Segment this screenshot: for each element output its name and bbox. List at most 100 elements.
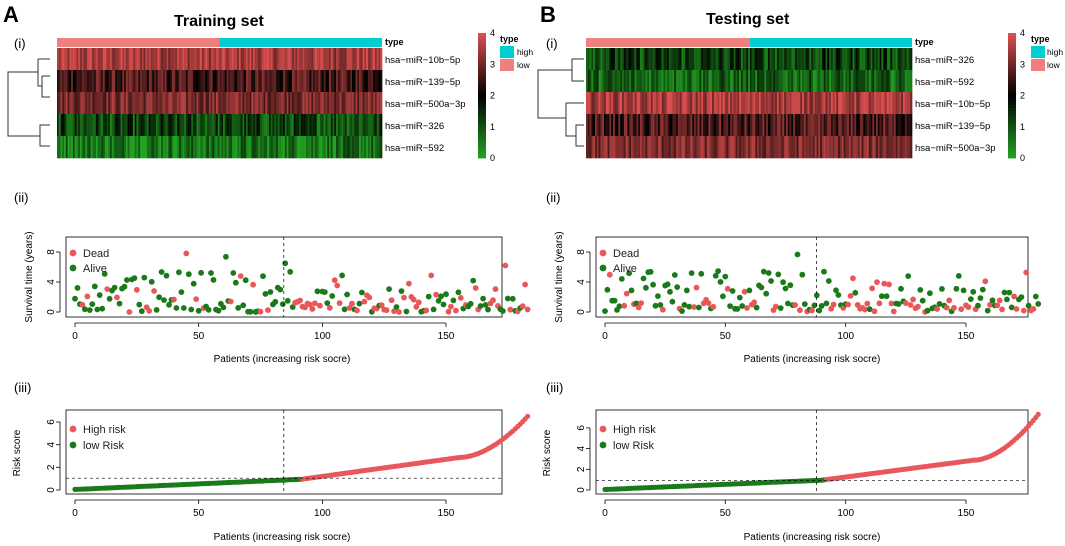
heatmap-cell — [607, 136, 610, 159]
heatmap-cell — [157, 70, 160, 93]
colorbar-step — [1008, 45, 1016, 50]
heatmap-cell — [780, 70, 783, 93]
heatmap-cell — [722, 48, 726, 71]
heatmap-cell — [762, 92, 765, 115]
heatmap-cell — [866, 48, 870, 71]
alive-point — [324, 300, 331, 306]
heatmap-cell — [244, 114, 247, 137]
heatmap-cell — [697, 70, 700, 93]
heatmap-cell — [893, 92, 897, 115]
heatmap-cell — [611, 48, 614, 71]
heatmap-cell — [643, 48, 646, 71]
heatmap-cell — [306, 92, 309, 115]
heatmap-cell — [634, 92, 637, 115]
heatmap-cell — [367, 92, 370, 115]
heatmap-cell — [845, 92, 848, 115]
heatmap-cell — [196, 48, 199, 71]
heatmap-cell — [291, 48, 295, 71]
y-tick-label: 0 — [46, 309, 57, 315]
sub-label-i: (i) — [546, 36, 558, 51]
heatmap-cell — [627, 48, 630, 71]
heatmap-cell — [820, 48, 823, 71]
colorbar-step — [1008, 48, 1016, 53]
heatmap-cell — [290, 136, 293, 159]
dead-point — [845, 301, 851, 308]
heatmap-cell — [838, 136, 841, 159]
heatmap-cell — [95, 92, 98, 115]
heatmap-cell — [180, 92, 183, 115]
heatmap-cell — [88, 70, 91, 93]
heatmap-cell — [154, 114, 157, 137]
heatmap-cell — [596, 114, 599, 137]
heatmap-cell — [847, 48, 850, 71]
heatmap-cell — [672, 114, 675, 137]
heatmap-cell — [332, 114, 335, 137]
heatmap-cell — [710, 92, 713, 115]
heatmap-cell — [247, 48, 250, 71]
heatmap-cells — [57, 48, 383, 159]
colorbar-step — [478, 36, 486, 40]
heatmap-cell — [753, 136, 756, 159]
heatmap-cell — [735, 70, 738, 93]
heatmap-cell — [187, 48, 190, 71]
heatmap-cell — [856, 48, 859, 71]
heatmap-cell — [138, 114, 141, 137]
heatmap-cell — [735, 114, 738, 137]
alive-point — [655, 293, 661, 299]
heatmap-cell — [141, 70, 144, 93]
heatmap-cell — [376, 70, 379, 93]
dead-point — [934, 306, 940, 312]
heatmap-cell — [731, 48, 735, 71]
alive-point — [722, 273, 729, 280]
heatmap-cell — [109, 114, 113, 137]
dead-point — [797, 307, 803, 314]
heatmap-cell — [101, 136, 104, 159]
heatmap-cell — [636, 92, 639, 115]
heatmap-cell — [152, 70, 155, 93]
heatmap-cell — [832, 70, 835, 93]
heatmap-cell — [376, 114, 379, 137]
heatmap-cell — [832, 114, 835, 137]
heatmap-cell — [865, 48, 868, 71]
sub-label-ii: (ii) — [546, 190, 560, 205]
heatmap-cell — [605, 70, 608, 93]
heatmap-cell — [290, 48, 293, 71]
alive-point — [746, 287, 753, 294]
colorbar-step — [478, 142, 486, 146]
heatmap-cell — [877, 70, 880, 93]
heatmap-cell — [265, 70, 268, 93]
heatmap-cell — [661, 114, 664, 137]
heatmap-cell — [818, 114, 821, 137]
heatmap-cell — [240, 114, 243, 137]
heatmap-cell — [131, 48, 134, 71]
heatmap-cell — [228, 70, 231, 93]
alive-point — [356, 300, 363, 307]
panel-testing: B Testing set (i) (ii) (iii) type hsa−mi… — [537, 2, 1063, 543]
heatmap-cell — [155, 48, 159, 71]
heatmap-cell — [899, 48, 902, 71]
sub-label-iii: (iii) — [546, 380, 563, 395]
heatmap-cell — [701, 92, 704, 115]
heatmap-cell — [189, 136, 192, 159]
heatmap-cell — [268, 114, 272, 137]
heatmap-cell — [177, 136, 180, 159]
heatmap-cell — [866, 70, 870, 93]
heatmap-cell — [737, 70, 740, 93]
heatmap-cell — [284, 70, 287, 93]
type-annotation-bar — [586, 38, 912, 47]
heatmap-cell — [223, 48, 226, 71]
heatmap-cell — [102, 48, 106, 71]
heatmap-cell — [683, 70, 686, 93]
heatmap-cell — [298, 92, 302, 115]
heatmap-cell — [890, 70, 893, 93]
heatmap-cell — [92, 48, 95, 71]
heatmap-cell — [297, 92, 300, 115]
heatmap-cell — [800, 136, 803, 159]
heatmap-cell — [748, 136, 751, 159]
heatmap-cell — [634, 70, 637, 93]
heatmap-cell — [311, 92, 314, 115]
heatmap-cell — [362, 114, 365, 137]
heatmap-cell — [88, 92, 91, 115]
alive-point — [618, 276, 625, 282]
alive-point — [643, 284, 649, 291]
